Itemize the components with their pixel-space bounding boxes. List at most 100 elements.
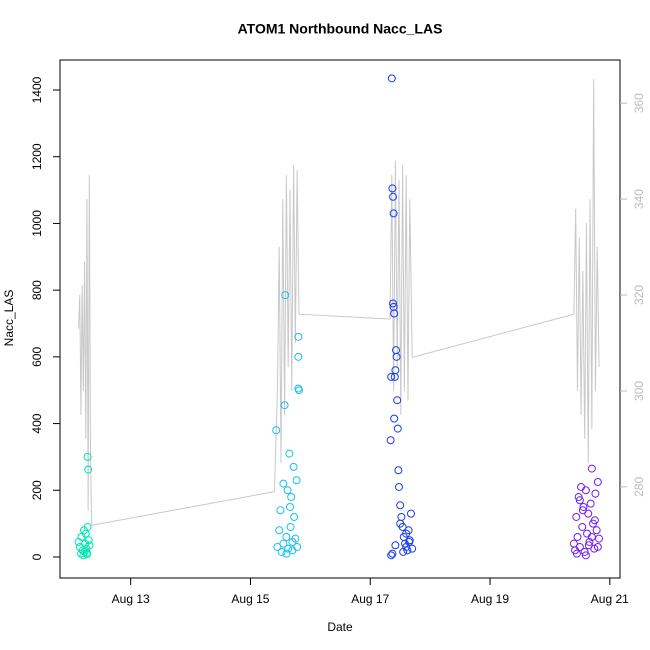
- scatter-point: [581, 551, 590, 560]
- scatter-point: [397, 512, 406, 521]
- x-axis-label: Date: [327, 620, 353, 634]
- scatter-point: [574, 492, 583, 501]
- scatter-point: [290, 512, 299, 521]
- scatter-point: [294, 332, 303, 341]
- scatter-point: [389, 192, 398, 201]
- scatter-point: [575, 542, 584, 551]
- scatter-point: [273, 542, 282, 551]
- scatter-point: [389, 299, 398, 308]
- scatter-point: [282, 549, 291, 558]
- plot-frame: [59, 59, 621, 579]
- y-tick-label: 600: [30, 347, 44, 367]
- y-tick-label: 1200: [30, 143, 44, 170]
- y2-tick-label: 360: [632, 93, 646, 113]
- scatter-point: [583, 529, 592, 538]
- y-tick-label: 1000: [30, 210, 44, 237]
- x-tick-label: Aug 13: [112, 592, 150, 606]
- scatter-point: [390, 414, 399, 423]
- x-tick-label: Aug 17: [351, 592, 389, 606]
- scatter-point: [587, 532, 596, 541]
- scatter-point: [592, 526, 601, 535]
- x-tick-label: Aug 21: [591, 592, 629, 606]
- scatter-point: [593, 477, 602, 486]
- scatter-point: [593, 542, 602, 551]
- scatter-point: [387, 372, 396, 381]
- y2-tick-label: 340: [632, 189, 646, 209]
- scatter-point: [390, 309, 399, 318]
- scatter-point: [84, 465, 93, 474]
- scatter-point: [387, 551, 396, 560]
- y-tick-label: 800: [30, 280, 44, 300]
- scatter-point: [276, 506, 285, 515]
- y-tick-label: 400: [30, 413, 44, 433]
- scatter-point: [399, 547, 408, 556]
- y-tick-label: 0: [30, 553, 44, 560]
- x-tick-label: Aug 19: [471, 592, 509, 606]
- scatter-point: [281, 291, 290, 300]
- scatter-point: [584, 541, 593, 550]
- scatter-point: [572, 512, 581, 521]
- scatter-point: [595, 534, 604, 543]
- line-series: [78, 79, 600, 526]
- scatter-point: [585, 537, 594, 546]
- scatter-point: [403, 546, 412, 555]
- scatter-point: [402, 529, 411, 538]
- scatter-point: [277, 547, 286, 556]
- scatter-point: [272, 426, 281, 435]
- scatter-point: [294, 352, 303, 361]
- scatter-point: [283, 486, 292, 495]
- scatter-point: [572, 549, 581, 558]
- scatter-point: [388, 549, 397, 558]
- scatter-point: [396, 501, 405, 510]
- scatter-point: [279, 479, 288, 488]
- y2-tick-label: 300: [632, 381, 646, 401]
- y-axis-label: Nacc_LAS: [2, 290, 16, 347]
- scatter-point: [293, 542, 302, 551]
- scatter-point: [590, 516, 599, 525]
- scatter-point: [284, 544, 293, 553]
- y-tick-label: 200: [30, 480, 44, 500]
- chart-title: ATOM1 Northbound Nacc_LAS: [238, 21, 443, 37]
- scatter-point: [285, 502, 294, 511]
- scatter-point: [83, 452, 92, 461]
- scatter-point: [275, 526, 284, 535]
- scatter-point: [393, 396, 402, 405]
- scatter-point: [294, 386, 303, 395]
- scatter-point: [85, 541, 94, 550]
- scatter-point: [578, 506, 587, 515]
- scatter-point: [285, 449, 294, 458]
- scatter-point: [282, 532, 291, 541]
- scatter-point: [287, 492, 296, 501]
- scatter-point: [389, 209, 398, 218]
- scatter-point: [83, 522, 92, 531]
- scatter-point: [82, 548, 91, 557]
- scatter-point: [591, 489, 600, 498]
- scatter-point: [393, 424, 402, 433]
- scatter-point: [581, 486, 590, 495]
- scatter-point: [394, 482, 403, 491]
- scatter-point: [587, 464, 596, 473]
- scatter-point: [573, 532, 582, 541]
- scatter-point: [578, 522, 587, 531]
- scatter-point: [579, 502, 588, 511]
- scatter-point: [280, 401, 289, 410]
- scatter-point: [580, 547, 589, 556]
- scatter-point: [292, 476, 301, 485]
- scatter-point: [288, 546, 297, 555]
- scatter-point: [575, 496, 584, 505]
- scatter-point: [394, 466, 403, 475]
- scatter-point: [84, 536, 93, 545]
- scatter-point: [577, 482, 586, 491]
- scatter-point: [406, 509, 415, 518]
- scatter-point: [388, 184, 397, 193]
- scatter-point: [279, 539, 288, 548]
- scatter-point: [286, 522, 295, 531]
- scatter-point: [392, 352, 401, 361]
- scatter-point: [408, 544, 417, 553]
- scatter-point: [391, 366, 400, 375]
- scatter-point: [387, 74, 396, 83]
- y2-tick-label: 280: [632, 477, 646, 497]
- y2-tick-label: 320: [632, 285, 646, 305]
